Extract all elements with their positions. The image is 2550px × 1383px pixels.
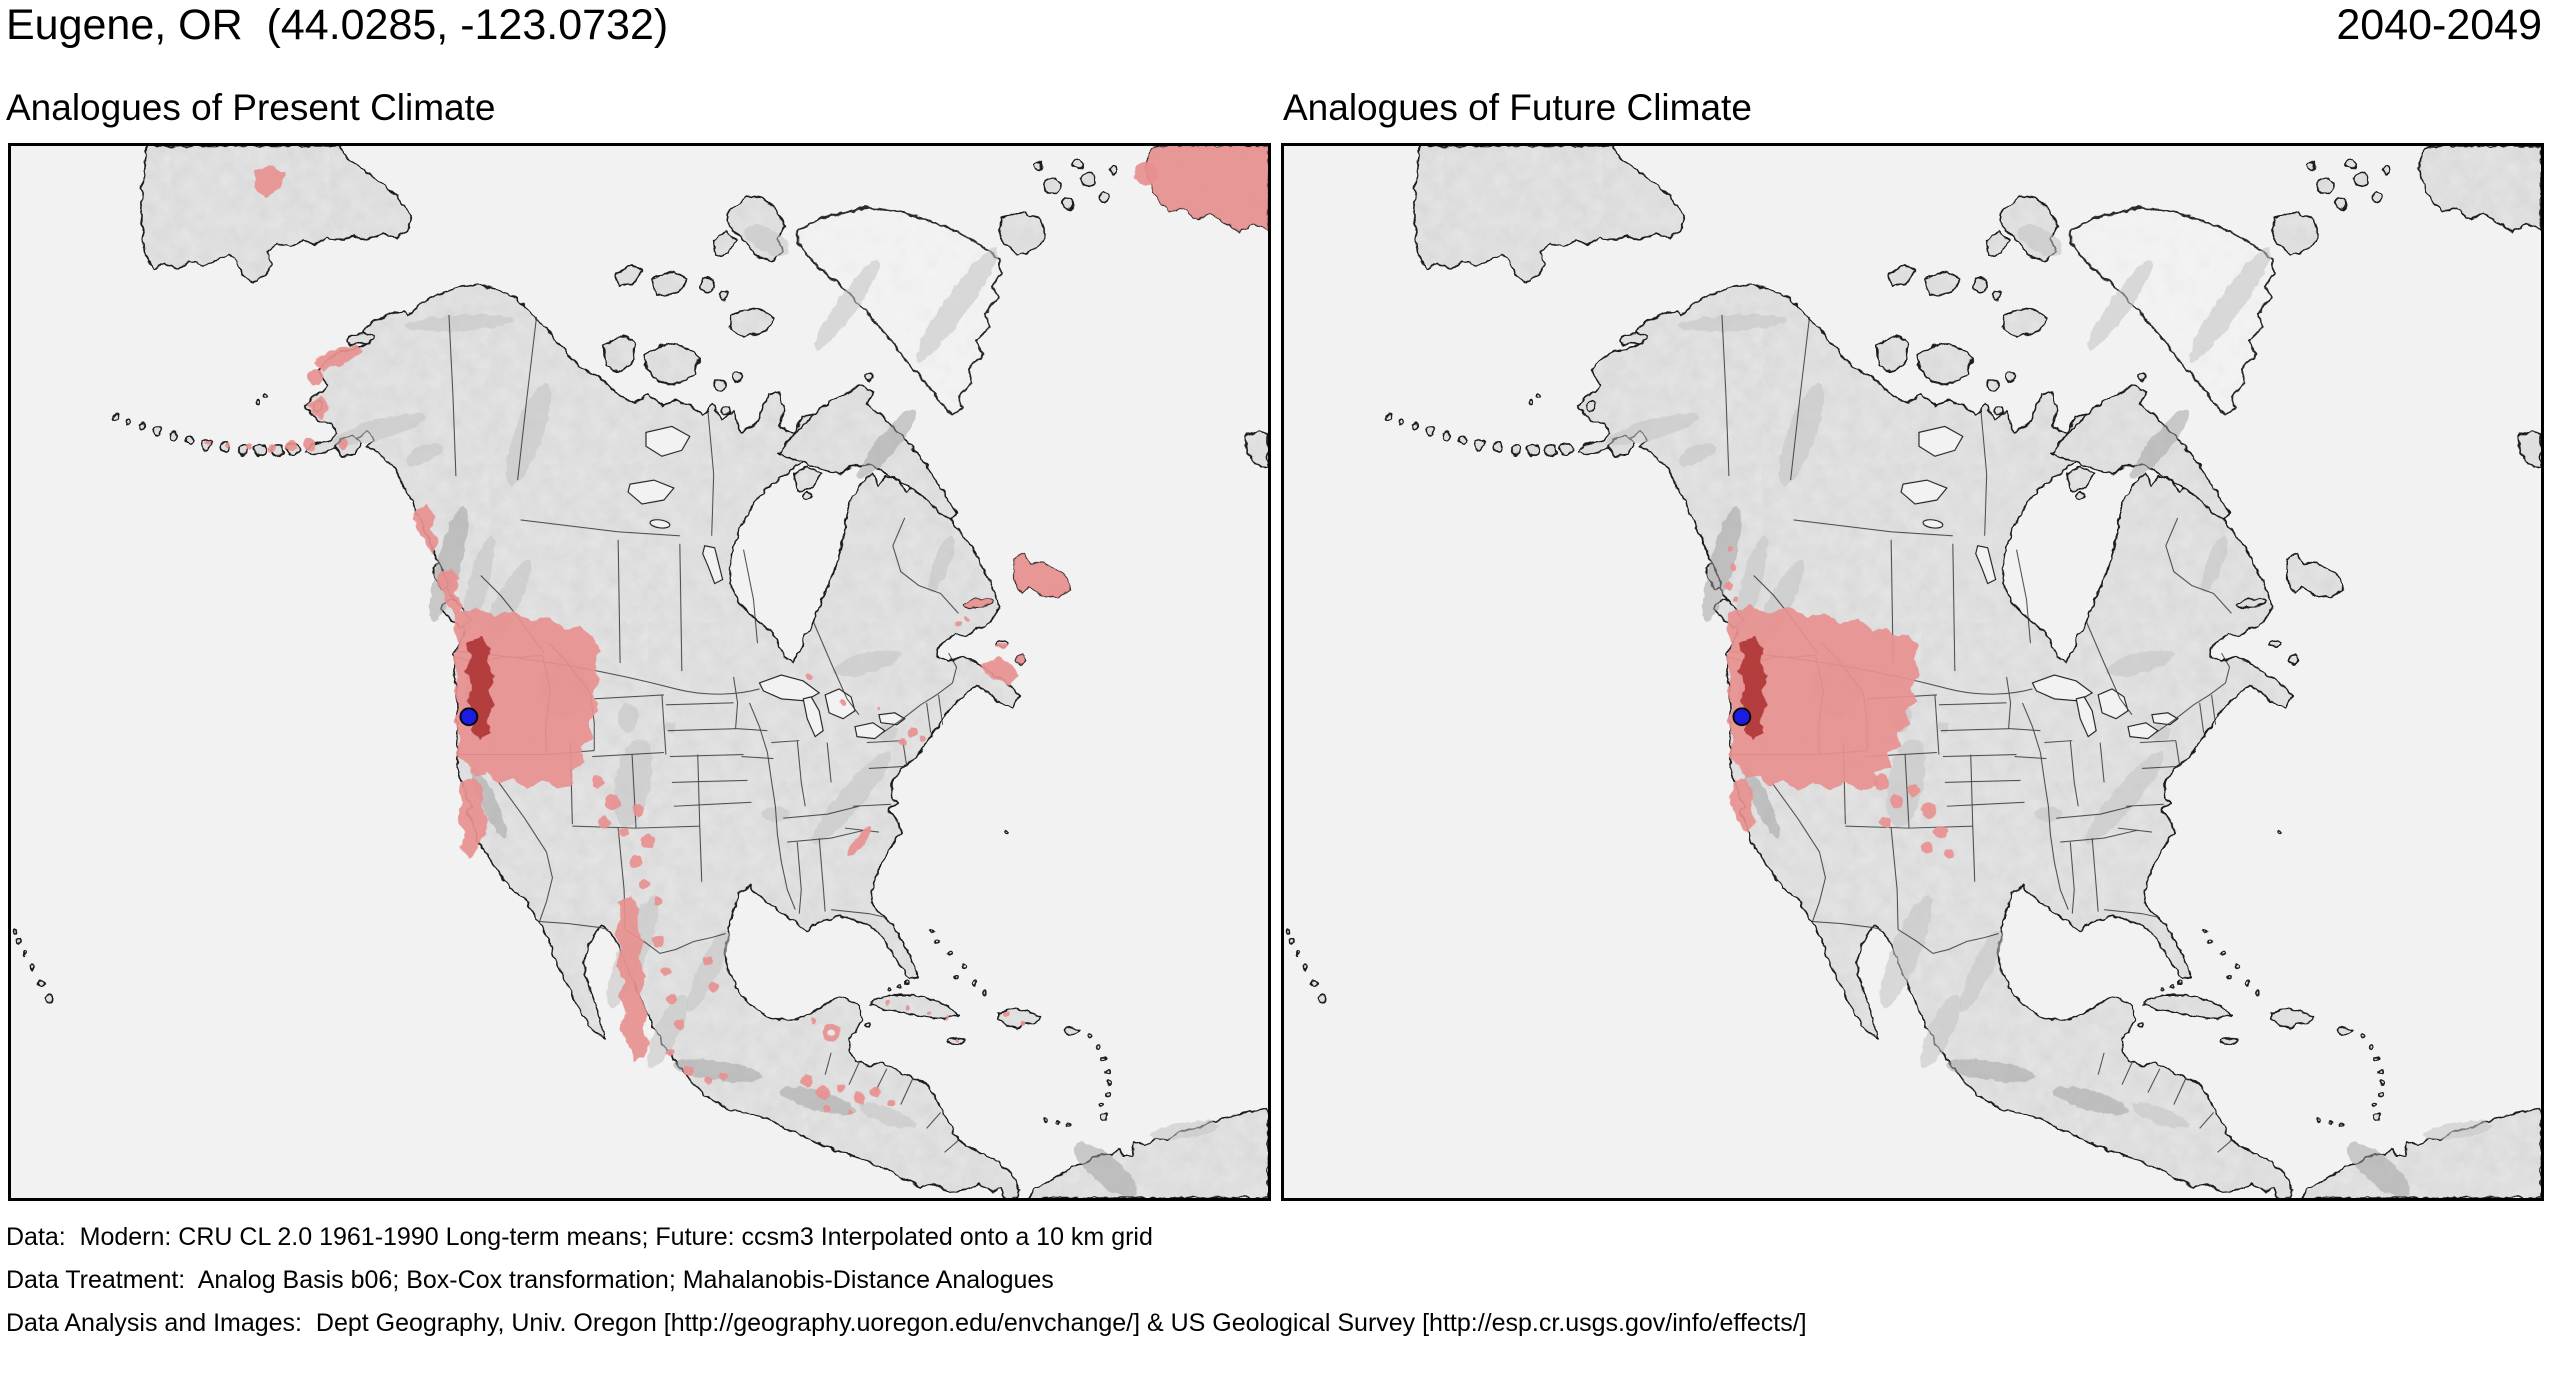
data-credits-note: Data Analysis and Images: Dept Geography…	[6, 1309, 1807, 1337]
future-climate-map-panel	[1281, 143, 2544, 1201]
present-climate-map-panel	[8, 143, 1271, 1201]
eugene-location-marker	[459, 707, 479, 727]
page-title: Eugene, OR (44.0285, -123.0732)	[6, 1, 669, 49]
present-map-title: Analogues of Present Climate	[6, 87, 496, 128]
data-treatment-note: Data Treatment: Analog Basis b06; Box-Co…	[6, 1266, 1054, 1294]
future-climate-map	[1284, 146, 2541, 1198]
period-label: 2040-2049	[2336, 1, 2542, 49]
present-climate-map	[11, 146, 1268, 1198]
future-map-title: Analogues of Future Climate	[1283, 87, 1752, 128]
data-source-note: Data: Modern: CRU CL 2.0 1961-1990 Long-…	[6, 1223, 1153, 1251]
eugene-location-marker	[1732, 707, 1752, 727]
